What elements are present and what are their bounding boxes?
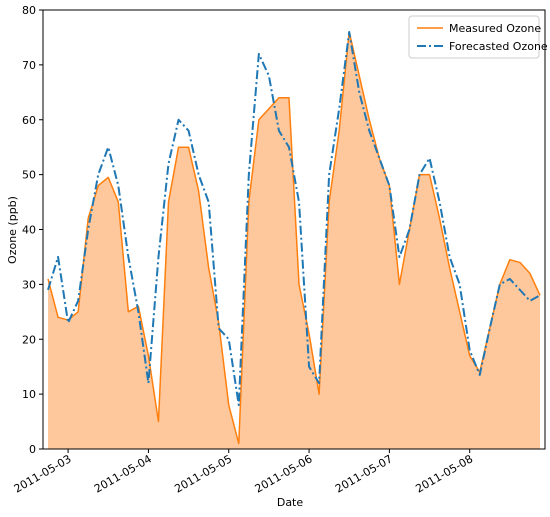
y-tick-label: 70 <box>22 59 36 72</box>
y-tick-label: 0 <box>29 443 36 456</box>
x-tick-label: 2011-05-07 <box>333 452 395 495</box>
area <box>48 31 540 449</box>
y-tick-label: 50 <box>22 169 36 182</box>
y-axis-label: Ozone (ppb) <box>6 196 19 264</box>
x-tick-label: 2011-05-06 <box>253 452 315 495</box>
x-axis-label: Date <box>277 496 304 509</box>
y-tick-label: 30 <box>22 278 36 291</box>
y-tick-label: 20 <box>22 333 36 346</box>
y-tick-label: 80 <box>22 4 36 17</box>
legend-box <box>408 15 540 59</box>
x-tick-label: 2011-05-05 <box>172 452 234 495</box>
y-tick-label: 40 <box>22 224 36 237</box>
legend-label: Forecasted Ozone <box>449 40 548 53</box>
legend-label: Measured Ozone <box>449 22 541 35</box>
y-tick-label: 60 <box>22 114 36 127</box>
y-tick-label: 10 <box>22 388 36 401</box>
line <box>47 30 541 407</box>
x-tick-label: 2011-05-03 <box>12 452 74 495</box>
x-tick-label: 2011-05-08 <box>413 452 475 495</box>
x-tick-label: 2011-05-04 <box>92 452 154 495</box>
line <box>47 31 541 445</box>
